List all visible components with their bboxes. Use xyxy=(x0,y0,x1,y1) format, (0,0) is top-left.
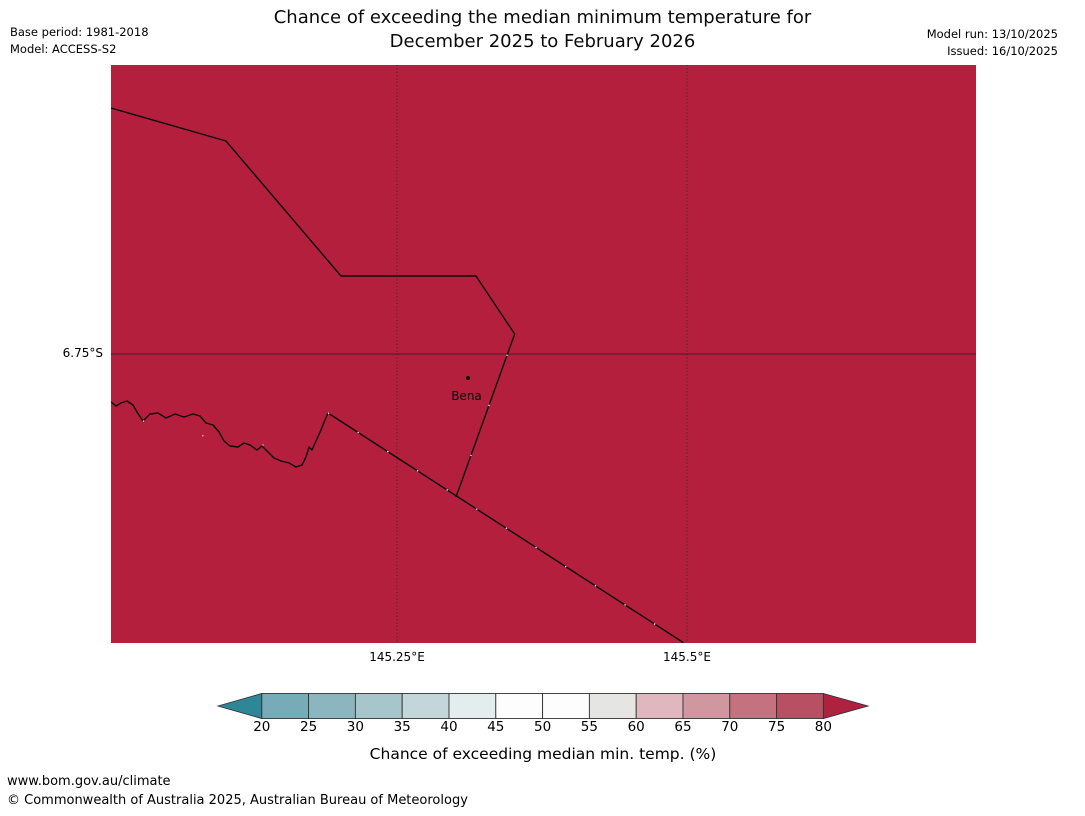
boundary-north-line xyxy=(110,107,516,498)
header-meta-left: Base period: 1981-2018 Model: ACCESS-S2 xyxy=(10,24,149,57)
colorbar-tick-45: 45 xyxy=(487,719,505,735)
colorbar-tick-80: 80 xyxy=(814,719,832,735)
issued-text: Issued: 16/10/2025 xyxy=(947,43,1058,58)
boundary-diagonal-dashes xyxy=(327,412,685,644)
colorbar-segment xyxy=(261,693,310,719)
map-canvas: Bena xyxy=(110,65,976,644)
footer-copyright: © Commonwealth of Australia 2025, Austra… xyxy=(7,793,468,808)
model-run-text: Model run: 13/10/2025 xyxy=(926,27,1058,41)
colorbar xyxy=(216,692,870,720)
title-line-2: December 2025 to February 2026 xyxy=(389,30,696,52)
title-line-1: Chance of exceeding the median minimum t… xyxy=(273,7,812,28)
map-area: Bena xyxy=(110,65,976,644)
footer-url: www.bom.gov.au/climate xyxy=(7,774,171,789)
town-label: Bena xyxy=(451,389,482,403)
colorbar-tick-75: 75 xyxy=(768,719,786,735)
colorbar-title: Chance of exceeding median min. temp. (%… xyxy=(369,745,717,763)
colorbar-segment xyxy=(542,693,590,719)
colorbar-segment xyxy=(588,693,637,719)
colorbar-tick-40: 40 xyxy=(440,719,458,735)
colorbar-segment xyxy=(354,693,403,719)
colorbar-segment xyxy=(635,693,684,719)
lat-tick-label: 6.75°S xyxy=(62,346,103,360)
colorbar-right-arrow xyxy=(822,692,870,720)
colorbar-tick-35: 35 xyxy=(393,719,411,735)
header-meta-right: Model run: 13/10/2025 Issued: 16/10/2025 xyxy=(927,26,1058,59)
colorbar-tick-30: 30 xyxy=(346,719,364,735)
colorbar-segment xyxy=(401,693,450,719)
lon-tick-label-14525e: 145.25°E xyxy=(369,650,425,664)
base-period-text: Base period: 1981-2018 xyxy=(10,25,149,39)
colorbar-segment xyxy=(682,693,731,719)
colorbar-tick-70: 70 xyxy=(721,719,739,735)
colorbar-tick-20: 20 xyxy=(253,719,271,735)
lon-tick-label-1455e: 145.5°E xyxy=(663,650,711,664)
colorbar-tick-50: 50 xyxy=(534,719,552,735)
colorbar-segment xyxy=(308,693,356,719)
colorbar-tick-60: 60 xyxy=(627,719,645,735)
colorbar-tick-55: 55 xyxy=(580,719,598,735)
colorbar-segment xyxy=(776,693,824,719)
page-title: Chance of exceeding the median minimum t… xyxy=(0,6,1085,53)
model-text: Model: ACCESS-S2 xyxy=(10,41,117,56)
colorbar-segment xyxy=(729,693,778,719)
colorbar-tick-65: 65 xyxy=(674,719,692,735)
colorbar-segment xyxy=(495,693,544,719)
colorbar-tick-25: 25 xyxy=(300,719,318,735)
colorbar-segment xyxy=(448,693,497,719)
colorbar-left-arrow xyxy=(216,692,263,720)
town-marker-dot xyxy=(466,376,470,380)
